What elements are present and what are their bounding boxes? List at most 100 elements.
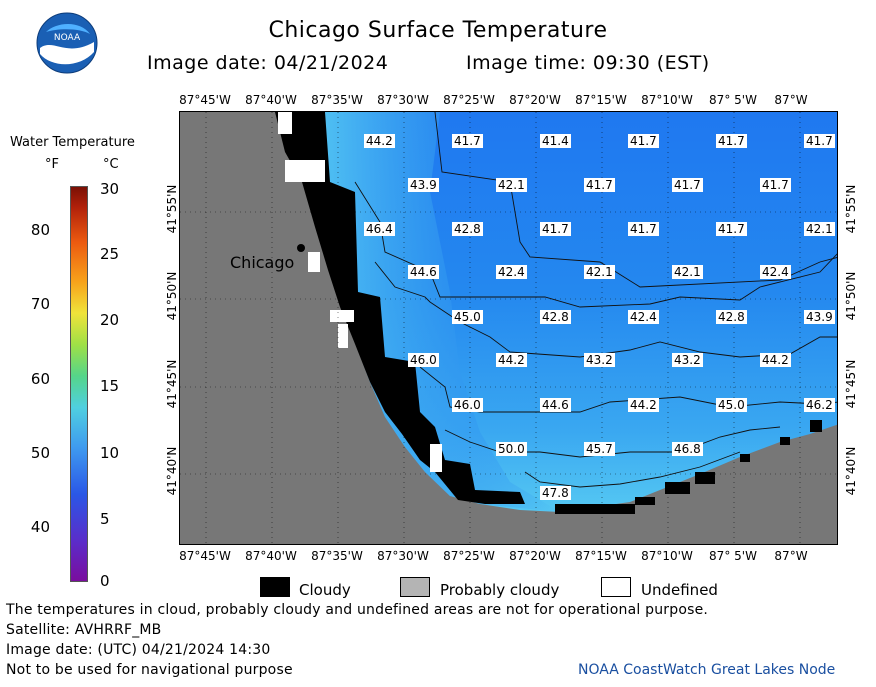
map-graphic xyxy=(180,112,837,544)
lon-label: 87°30'W xyxy=(377,549,429,563)
navigation-warning: Not to be used for navigational purpose xyxy=(6,662,293,678)
temp-label: 46.4 xyxy=(364,222,395,236)
lon-label: 87°W xyxy=(774,549,808,563)
city-label-chicago: Chicago xyxy=(230,253,295,272)
lat-label: 41°40'N xyxy=(165,446,179,496)
image-date: Image date: 04/21/2024 xyxy=(147,52,389,74)
lon-label: 87°25'W xyxy=(443,93,495,107)
lon-label: 87°W xyxy=(774,93,808,107)
temp-label: 41.7 xyxy=(584,178,615,192)
key-swatch-undefined xyxy=(601,577,631,597)
temp-label: 42.8 xyxy=(716,310,747,324)
temp-label: 45.0 xyxy=(452,310,483,324)
undefined-area xyxy=(278,112,442,472)
tick-c: 30 xyxy=(100,180,120,198)
lon-label: 87°20'W xyxy=(509,93,561,107)
chicago-marker xyxy=(297,244,305,252)
legend-unit-f: °F xyxy=(45,157,59,172)
lon-label: 87° 5'W xyxy=(709,93,757,107)
lat-label: 41°55'N xyxy=(165,184,179,234)
temp-label: 42.1 xyxy=(672,265,703,279)
temp-label: 46.0 xyxy=(452,398,483,412)
temp-label: 44.6 xyxy=(540,398,571,412)
temp-label: 44.2 xyxy=(760,353,791,367)
tick-c: 10 xyxy=(100,444,120,462)
lon-label: 87°15'W xyxy=(575,93,627,107)
tick-c: 0 xyxy=(100,572,110,590)
noaa-logo: NOAA xyxy=(36,12,98,74)
color-scale-bar xyxy=(70,186,88,582)
disclaimer-text: The temperatures in cloud, probably clou… xyxy=(6,602,709,618)
temp-label: 42.4 xyxy=(628,310,659,324)
utc-date-text: Image date: (UTC) 04/21/2024 14:30 xyxy=(6,642,271,658)
cloud-area xyxy=(275,112,822,514)
key-swatch-probably-cloudy xyxy=(400,577,430,597)
lon-label: 87°35'W xyxy=(311,549,363,563)
tick-f: 70 xyxy=(30,295,50,313)
temp-label: 46.2 xyxy=(804,398,835,412)
temp-label: 42.1 xyxy=(584,265,615,279)
temp-label: 42.1 xyxy=(496,178,527,192)
temp-label: 43.9 xyxy=(408,178,439,192)
lon-label: 87°45'W xyxy=(179,93,231,107)
key-label-undefined: Undefined xyxy=(641,581,718,599)
temp-label: 45.0 xyxy=(716,398,747,412)
temp-label: 43.9 xyxy=(804,310,835,324)
temp-label: 41.4 xyxy=(540,134,571,148)
temp-label: 50.0 xyxy=(496,442,527,456)
lat-label: 41°45'N xyxy=(165,359,179,409)
temp-label: 43.2 xyxy=(672,353,703,367)
lat-label: 41°55'N xyxy=(844,184,858,234)
legend-title: Water Temperature xyxy=(10,135,135,150)
tick-c: 20 xyxy=(100,311,120,329)
temp-label: 44.6 xyxy=(408,265,439,279)
temp-label: 41.7 xyxy=(540,222,571,236)
temp-label: 42.1 xyxy=(804,222,835,236)
temp-label: 44.2 xyxy=(496,353,527,367)
image-time: Image time: 09:30 (EST) xyxy=(466,52,710,74)
logo-text: NOAA xyxy=(54,33,81,43)
lon-label: 87°10'W xyxy=(641,549,693,563)
temp-label: 44.2 xyxy=(364,134,395,148)
lat-label: 41°50'N xyxy=(165,271,179,321)
temp-label: 41.7 xyxy=(804,134,835,148)
lat-label: 41°45'N xyxy=(844,359,858,409)
temp-label: 44.2 xyxy=(628,398,659,412)
temp-label: 42.4 xyxy=(760,265,791,279)
lon-label: 87°40'W xyxy=(245,93,297,107)
temp-label: 42.8 xyxy=(540,310,571,324)
temp-label: 42.4 xyxy=(496,265,527,279)
credit-link[interactable]: NOAA CoastWatch Great Lakes Node xyxy=(578,662,836,678)
tick-c: 25 xyxy=(100,245,120,263)
tick-f: 40 xyxy=(30,518,50,536)
temp-label: 47.8 xyxy=(540,486,571,500)
temp-label: 41.7 xyxy=(628,134,659,148)
temp-label: 41.7 xyxy=(672,178,703,192)
key-label-probably-cloudy: Probably cloudy xyxy=(440,581,560,599)
temp-label: 41.7 xyxy=(716,222,747,236)
lon-label: 87°40'W xyxy=(245,549,297,563)
temp-label: 41.7 xyxy=(452,134,483,148)
temp-label: 41.7 xyxy=(716,134,747,148)
lon-label: 87° 5'W xyxy=(709,549,757,563)
temp-label: 45.7 xyxy=(584,442,615,456)
temp-label: 42.8 xyxy=(452,222,483,236)
temp-label: 46.8 xyxy=(672,442,703,456)
tick-c: 15 xyxy=(100,377,120,395)
lon-label: 87°25'W xyxy=(443,549,495,563)
lat-label: 41°50'N xyxy=(844,271,858,321)
lon-label: 87°15'W xyxy=(575,549,627,563)
temp-label: 46.0 xyxy=(408,353,439,367)
lon-label: 87°35'W xyxy=(311,93,363,107)
key-swatch-cloudy xyxy=(260,577,290,597)
tick-c: 5 xyxy=(100,510,110,528)
temp-label: 41.7 xyxy=(628,222,659,236)
page-title: Chicago Surface Temperature xyxy=(268,18,608,43)
key-label-cloudy: Cloudy xyxy=(299,581,351,599)
tick-f: 50 xyxy=(30,444,50,462)
lon-label: 87°45'W xyxy=(179,549,231,563)
tick-f: 80 xyxy=(30,221,50,239)
tick-f: 60 xyxy=(30,370,50,388)
lat-label: 41°40'N xyxy=(844,446,858,496)
satellite-text: Satellite: AVHRRF_MB xyxy=(6,622,162,638)
